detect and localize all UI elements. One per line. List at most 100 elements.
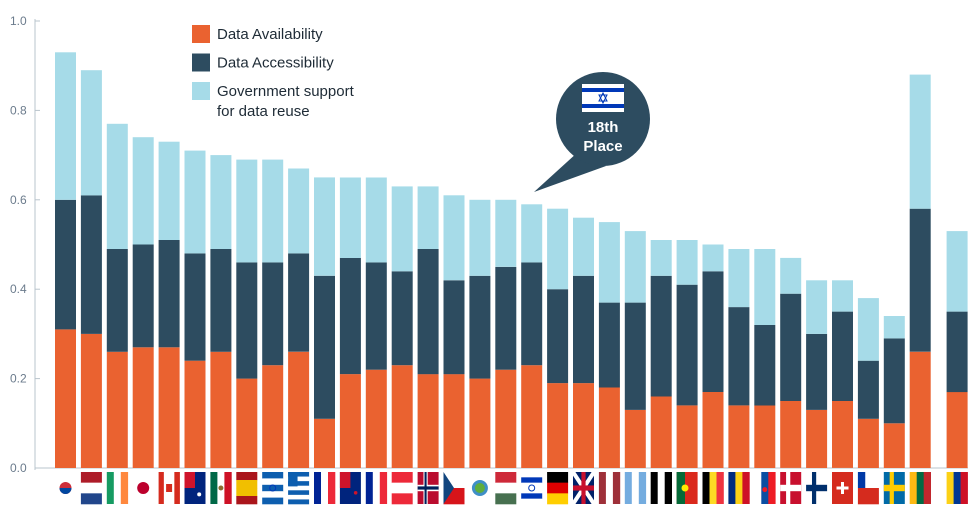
bar-segment	[314, 177, 335, 276]
bar-segment	[728, 405, 750, 468]
flag-icon-ie	[106, 472, 129, 504]
bar-segment	[184, 150, 206, 254]
bar-stack-fr-1	[314, 177, 335, 468]
flag-icon-es	[236, 472, 258, 505]
bar-segment	[573, 383, 594, 468]
bar-segment	[55, 329, 76, 468]
bar-stack-gb	[573, 217, 594, 468]
flag-icon-il-1	[262, 472, 284, 505]
bar-stack-il-1	[262, 159, 284, 468]
bar-segment	[55, 52, 76, 200]
bar-segment	[547, 208, 569, 290]
bar-segment	[288, 351, 310, 468]
callout-bubble	[556, 72, 650, 166]
bar-segment	[365, 177, 387, 263]
bar-segment	[946, 392, 968, 468]
bar-segment	[288, 253, 310, 352]
flag-icon-de	[547, 472, 569, 505]
bar-stack-ar	[624, 231, 646, 468]
flag-icon-pt	[676, 472, 698, 504]
bar-segment	[262, 365, 284, 468]
bar-segment	[158, 240, 180, 348]
bar-segment	[547, 383, 569, 468]
bar-stack-co	[946, 231, 968, 468]
y-tick-label: 0.2	[10, 372, 27, 386]
bar-segment	[443, 195, 465, 281]
bar-segment	[883, 316, 905, 339]
bar-segment	[288, 168, 310, 254]
bar-segment	[702, 392, 724, 468]
bar-segment	[339, 177, 361, 258]
bar-segment	[702, 244, 724, 272]
bar-segment	[946, 231, 968, 312]
bar-segment	[598, 222, 620, 303]
bar-segment	[598, 387, 620, 468]
bar-stack-at	[391, 186, 413, 468]
bar-segment	[80, 333, 102, 468]
bar-segment	[495, 369, 517, 468]
bar-segment	[132, 244, 154, 348]
legend-item: Data Accessibility	[192, 53, 334, 72]
bar-segment	[676, 284, 698, 406]
flag-icon-ar	[624, 472, 647, 504]
bar-segment	[624, 302, 646, 410]
bar-segment	[832, 311, 853, 401]
legend-label: Data Accessibility	[217, 55, 334, 72]
bar-segment	[573, 275, 594, 384]
flag-icon-fi	[806, 472, 828, 504]
bar-segment	[236, 378, 258, 468]
bar-stack-de	[547, 208, 569, 468]
bar-segment	[210, 155, 232, 249]
bar-segment	[909, 208, 931, 352]
flag-icon-be	[702, 472, 724, 504]
bar-segment	[158, 141, 180, 240]
flag-icon-mx	[210, 472, 232, 504]
bar-segment	[106, 123, 128, 249]
y-tick-label: 1.0	[10, 14, 27, 28]
bar-segment	[946, 311, 968, 393]
legend-label: for data reuse	[217, 103, 310, 120]
bar-segment	[443, 280, 465, 375]
bar-stack-ch	[832, 280, 853, 468]
bar-segment	[728, 249, 750, 308]
flag-icon-ro	[728, 472, 750, 504]
bar-segment	[547, 289, 569, 384]
bar-segment	[573, 217, 594, 276]
flag-icon-gr	[288, 472, 310, 505]
bar-segment	[806, 409, 828, 468]
bar-segment	[728, 307, 750, 406]
bar-stack-lv	[598, 222, 620, 468]
bar-stack-dk	[780, 257, 802, 468]
bar-segment	[624, 231, 646, 303]
bar-stack-mx	[210, 155, 232, 468]
bar-segment	[521, 365, 543, 468]
flag-icon-nz	[339, 472, 361, 504]
bar-segment	[339, 257, 361, 375]
flag-icon-fr	[365, 472, 388, 504]
bar-stack-fi	[806, 280, 828, 468]
legend-swatch	[192, 53, 210, 72]
flag-icon-lv	[598, 472, 621, 504]
bar-stack-ie	[106, 123, 128, 468]
bar-segment	[417, 249, 439, 375]
bars	[55, 52, 968, 468]
bar-segment	[365, 369, 387, 468]
flag-row	[55, 470, 968, 506]
bar-segment	[236, 159, 258, 263]
bar-segment	[754, 325, 776, 406]
bar-segment	[676, 405, 698, 468]
bar-stack-il	[521, 204, 543, 468]
flag-icon-dk	[780, 472, 802, 504]
bar-segment	[806, 333, 828, 410]
bar-segment	[650, 240, 672, 276]
flag-icon-ca	[158, 472, 180, 504]
bar-segment	[314, 275, 335, 419]
bar-segment	[106, 351, 128, 468]
bar-segment	[417, 374, 439, 468]
bar-stack-gr	[288, 168, 310, 468]
bar-segment	[495, 199, 517, 267]
bar-stack-ro	[728, 249, 750, 468]
bar-segment	[495, 266, 517, 370]
bar-segment	[883, 338, 905, 424]
